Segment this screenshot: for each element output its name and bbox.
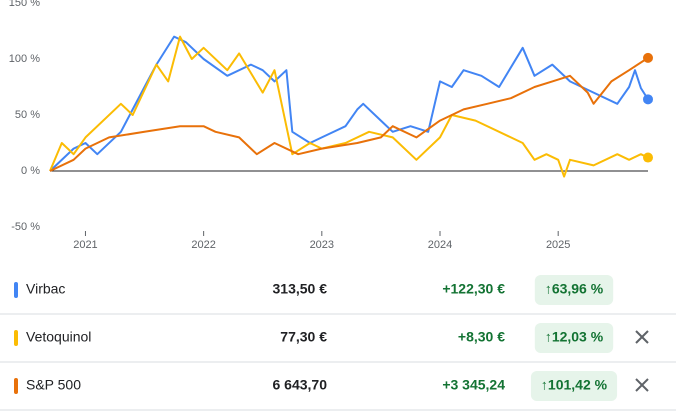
series-line — [49, 35, 649, 178]
change: +3 345,24 — [442, 377, 505, 393]
y-tick-label: 100 % — [9, 53, 40, 65]
close-icon — [635, 330, 649, 344]
y-tick-label: 150 % — [9, 0, 40, 9]
x-tick-label: 2022 — [191, 239, 215, 251]
change: +8,30 € — [458, 329, 505, 345]
x-tick-label: 2021 — [73, 239, 97, 251]
color-indicator — [14, 378, 18, 394]
x-tick-label: 2024 — [428, 239, 452, 251]
price: 313,50 € — [273, 281, 328, 297]
series-line — [49, 35, 649, 172]
x-tick-label: 2023 — [310, 239, 334, 251]
y-tick-label: -50 % — [11, 221, 40, 233]
end-marker — [643, 152, 653, 163]
change: +122,30 € — [442, 281, 505, 297]
end-marker — [643, 94, 653, 105]
price: 6 643,70 — [273, 377, 328, 393]
series-line — [49, 57, 649, 172]
close-icon — [635, 378, 649, 392]
end-marker — [643, 52, 653, 63]
change-percent: ↑63,96 % — [545, 281, 604, 297]
y-tick-label: 0 % — [21, 165, 40, 177]
stock-name: Virbac — [26, 281, 65, 297]
change-percent: ↑101,42 % — [541, 377, 608, 393]
stock-name: S&P 500 — [26, 377, 81, 393]
remove-button[interactable] — [635, 330, 649, 344]
stock-name: Vetoquinol — [26, 329, 91, 345]
color-indicator — [14, 282, 18, 298]
y-tick-label: 50 % — [15, 109, 40, 121]
change-percent-pill — [534, 323, 614, 353]
change-percent: ↑12,03 % — [545, 329, 604, 345]
color-indicator — [14, 330, 18, 346]
remove-button[interactable] — [635, 378, 649, 392]
change-percent-pill — [534, 275, 614, 305]
x-tick-label: 2025 — [546, 239, 570, 251]
change-percent-pill — [530, 371, 618, 401]
price: 77,30 € — [280, 329, 327, 345]
